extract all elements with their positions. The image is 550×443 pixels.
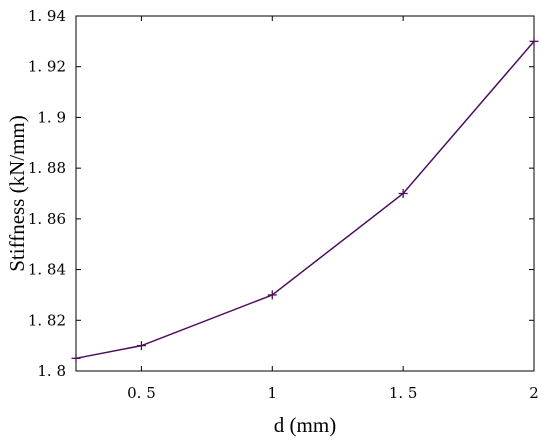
y-tick-label: 1. 92 [28, 58, 66, 76]
x-tick-label: 2 [529, 384, 539, 402]
y-tick-label: 1. 86 [28, 210, 66, 228]
y-tick-label: 1. 84 [28, 261, 66, 279]
data-point-marker [136, 341, 146, 351]
x-axis-label: d (mm) [274, 413, 336, 437]
x-tick-label: 1. 5 [389, 384, 418, 402]
y-tick-label: 1. 8 [37, 362, 66, 380]
y-tick-label: 1. 9 [37, 108, 66, 126]
y-tick-label: 1. 82 [28, 311, 66, 329]
y-axis-label: Stiffness (kN/mm) [5, 115, 29, 272]
axis-ticks [76, 15, 535, 372]
tick-labels: 0. 5 1 1. 5 2 1. 8 1. 82 1. 84 1. 86 1. 88 1. 9 1.… [28, 7, 539, 402]
series-layer [71, 36, 539, 363]
x-tick-label: 0. 5 [127, 384, 156, 402]
series-line [75, 40, 535, 360]
data-point-marker [529, 36, 539, 46]
y-tick-label: 1. 94 [28, 7, 66, 25]
data-point-marker [398, 189, 408, 198]
data-point-marker [71, 353, 81, 363]
x-tick-label: 1 [268, 384, 278, 402]
y-tick-label: 1. 88 [28, 159, 66, 177]
plot-area [75, 15, 535, 372]
data-point-marker [267, 290, 277, 300]
